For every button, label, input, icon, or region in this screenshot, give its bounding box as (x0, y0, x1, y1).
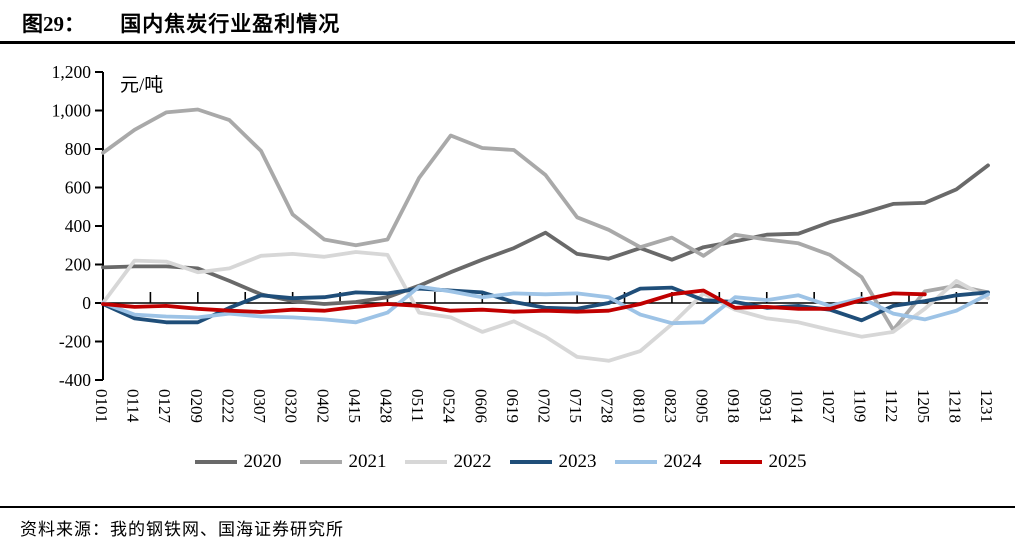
x-tick-label: 0101 (92, 389, 111, 423)
x-tick-label: 0320 (282, 389, 301, 423)
x-tick-label: 1027 (819, 389, 838, 424)
y-tick-label: -200 (59, 332, 91, 352)
y-axis-unit-label: 元/吨 (120, 75, 164, 96)
legend-swatch-2023 (509, 460, 552, 464)
x-tick-label: 0619 (503, 389, 522, 423)
y-tick-label: 0 (82, 293, 91, 313)
x-tick-label: 0428 (376, 389, 395, 423)
x-tick-label: 0715 (566, 389, 585, 423)
legend-swatch-2020 (194, 460, 237, 464)
x-tick-label: 0209 (187, 389, 206, 423)
x-tick-label: 0402 (313, 389, 332, 423)
legend-swatch-2022 (404, 460, 447, 464)
legend-swatch-2024 (614, 460, 657, 464)
source-note: 资料来源：我的钢铁网、国海证券研究所 (20, 520, 344, 539)
y-tick-label: 200 (65, 255, 92, 275)
y-tick-label: 1,200 (52, 62, 92, 82)
x-tick-label: 1218 (945, 389, 964, 423)
figure-number: 图29： (22, 12, 85, 36)
legend-swatch-2021 (299, 460, 342, 464)
x-tick-label: 1109 (851, 389, 870, 422)
legend-swatch-2025 (719, 460, 762, 464)
y-tick-label: 1,000 (52, 101, 92, 121)
legend-item-2024: 2024 (614, 451, 716, 473)
x-tick-label: 1014 (787, 389, 806, 424)
legend-label: 2024 (663, 451, 702, 472)
footer-rule (0, 506, 1015, 508)
x-tick-label: 0307 (250, 389, 269, 424)
x-tick-label: 0728 (598, 389, 617, 423)
y-tick-label: 800 (65, 139, 92, 159)
legend-item-2023: 2023 (509, 451, 611, 473)
x-tick-label: 0222 (218, 389, 237, 423)
y-tick-label: 600 (65, 178, 92, 198)
series-line-2025 (101, 288, 927, 314)
legend-label: 2023 (558, 451, 597, 472)
legend-label: 2020 (243, 451, 282, 472)
x-tick-label: 0114 (124, 389, 143, 423)
x-tick-label: 1122 (882, 389, 901, 422)
legend-item-2020: 2020 (194, 451, 296, 473)
legend-item-2021: 2021 (299, 451, 401, 473)
series-line-2020 (101, 163, 990, 306)
x-tick-label: 1205 (914, 389, 933, 423)
legend-item-2025: 2025 (719, 451, 821, 473)
legend-label: 2021 (348, 451, 387, 472)
header-rule (0, 41, 1015, 44)
x-tick-label: 0918 (724, 389, 743, 423)
x-tick-label: 0606 (471, 389, 490, 423)
x-tick-label: 0810 (629, 389, 648, 423)
x-tick-label: 0823 (661, 389, 680, 423)
legend-label: 2025 (768, 451, 807, 472)
chart-legend: 2020 2021 2022 2023 2024 2025 (0, 451, 1015, 473)
x-tick-label: 0905 (693, 389, 712, 423)
series-line-2024 (101, 284, 990, 326)
series-line-2021 (101, 107, 990, 332)
x-tick-label: 0511 (408, 389, 427, 422)
legend-label: 2022 (453, 451, 492, 472)
series-line-2023 (101, 285, 990, 325)
x-tick-label: 0415 (345, 389, 364, 423)
y-tick-label: 400 (65, 216, 92, 236)
x-tick-label: 0524 (440, 389, 459, 424)
x-tick-label: 1231 (977, 389, 996, 423)
y-tick-label: -400 (59, 370, 91, 390)
x-tick-label: 0931 (756, 389, 775, 423)
figure-title: 国内焦炭行业盈利情况 (120, 12, 341, 36)
series-line-2022 (101, 250, 990, 363)
x-tick-label: 0702 (535, 389, 554, 423)
x-tick-label: 0127 (155, 389, 174, 424)
figure-header: 图29： 国内焦炭行业盈利情况 (22, 8, 340, 38)
legend-item-2022: 2022 (404, 451, 506, 473)
